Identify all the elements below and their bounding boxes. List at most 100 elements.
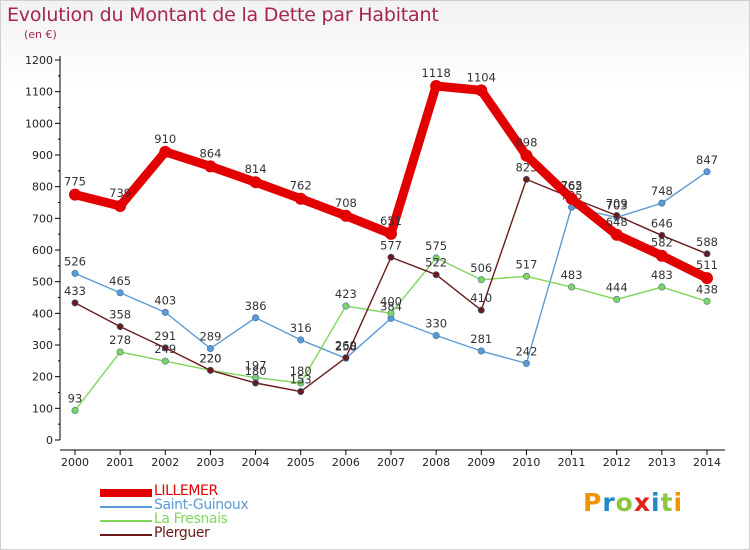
logo-letter: i [651, 488, 661, 517]
y-tick-label: 900 [32, 149, 53, 162]
data-label: 588 [696, 235, 718, 249]
data-label: 483 [561, 268, 583, 282]
data-label: 281 [470, 332, 492, 346]
data-label: 438 [696, 282, 718, 296]
data-label: 651 [380, 214, 402, 228]
x-tick-label: 2009 [467, 456, 495, 469]
legend-label: LILLEMER [154, 483, 218, 499]
data-point [703, 250, 711, 258]
x-tick-label: 2007 [377, 456, 405, 469]
data-label: 403 [154, 293, 176, 307]
data-point [385, 227, 397, 240]
data-label: 864 [199, 146, 221, 160]
data-label: 814 [245, 162, 267, 176]
data-point [522, 359, 530, 367]
data-label: 260 [335, 339, 357, 353]
data-label: 575 [425, 239, 447, 253]
data-label: 423 [335, 287, 357, 301]
data-point [658, 231, 666, 239]
data-label: 522 [425, 256, 447, 270]
data-label: 910 [154, 132, 176, 146]
y-tick-label: 1100 [25, 86, 53, 99]
y-tick-label: 1000 [25, 117, 53, 130]
data-point [206, 344, 214, 352]
y-tick-label: 1200 [25, 54, 53, 67]
data-point [252, 314, 260, 322]
data-point [387, 309, 395, 317]
x-tick-label: 2005 [287, 456, 315, 469]
data-point [252, 379, 260, 387]
data-label: 197 [245, 359, 267, 373]
legend-label: La Fresnais [154, 511, 228, 527]
y-tick-label: 700 [32, 212, 53, 225]
data-label: 1118 [422, 66, 451, 80]
data-point [703, 297, 711, 305]
data-label: 526 [64, 254, 86, 268]
logo-letter: i [673, 488, 684, 517]
legend-swatch [100, 534, 152, 536]
data-point [520, 149, 533, 162]
data-label: 646 [651, 216, 673, 230]
data-label: 180 [245, 364, 267, 378]
data-point [297, 379, 305, 387]
data-label: 386 [245, 299, 267, 313]
x-tick-label: 2011 [558, 456, 586, 469]
x-tick-label: 2012 [603, 456, 631, 469]
data-label: 762 [561, 179, 583, 193]
data-point [475, 84, 488, 97]
legend-swatch [100, 520, 152, 522]
data-point [432, 271, 440, 279]
data-label: 289 [199, 329, 221, 343]
x-tick-label: 2002 [151, 456, 179, 469]
data-label: 577 [380, 238, 402, 252]
data-point [71, 299, 79, 307]
logo-letter: o [615, 488, 634, 517]
data-label: 358 [109, 308, 131, 322]
logo-letter: P [583, 488, 603, 517]
data-label: 384 [380, 299, 402, 313]
data-point [161, 357, 169, 365]
data-label: 258 [335, 339, 357, 353]
data-label: 748 [651, 184, 673, 198]
data-label: 517 [515, 257, 537, 271]
data-point [432, 331, 440, 339]
data-point [655, 249, 668, 262]
data-point [159, 145, 172, 158]
data-label: 220 [199, 351, 221, 365]
data-label: 739 [109, 186, 131, 200]
proxiti-logo: Proxiti [583, 488, 683, 517]
data-label: 465 [109, 274, 131, 288]
data-label: 506 [470, 261, 492, 275]
data-point [568, 283, 576, 291]
x-tick-label: 2008 [422, 456, 450, 469]
data-point [206, 366, 214, 374]
data-point [477, 347, 485, 355]
data-point [69, 188, 81, 201]
x-tick-label: 2000 [61, 456, 89, 469]
y-tick-label: 400 [32, 307, 53, 320]
data-point [204, 160, 217, 173]
data-point [297, 336, 305, 344]
data-label: 775 [64, 175, 86, 189]
data-point [297, 388, 305, 396]
data-point [342, 302, 350, 310]
logo-letter: r [602, 488, 616, 517]
x-tick-label: 2013 [648, 456, 676, 469]
x-tick-label: 2004 [242, 456, 270, 469]
data-point [432, 254, 440, 262]
data-label: 278 [109, 333, 131, 347]
data-point [161, 308, 169, 316]
legend-swatch [100, 489, 152, 497]
data-label: 708 [335, 196, 357, 210]
data-label: 433 [64, 284, 86, 298]
data-point [613, 295, 621, 303]
data-label: 703 [606, 198, 628, 212]
data-point [610, 228, 623, 241]
data-point [658, 199, 666, 207]
y-axis-unit-label: (en €) [24, 28, 57, 41]
data-point [613, 211, 621, 219]
data-label: 709 [606, 196, 628, 210]
data-label: 1104 [467, 70, 496, 84]
y-tick-label: 300 [32, 339, 53, 352]
